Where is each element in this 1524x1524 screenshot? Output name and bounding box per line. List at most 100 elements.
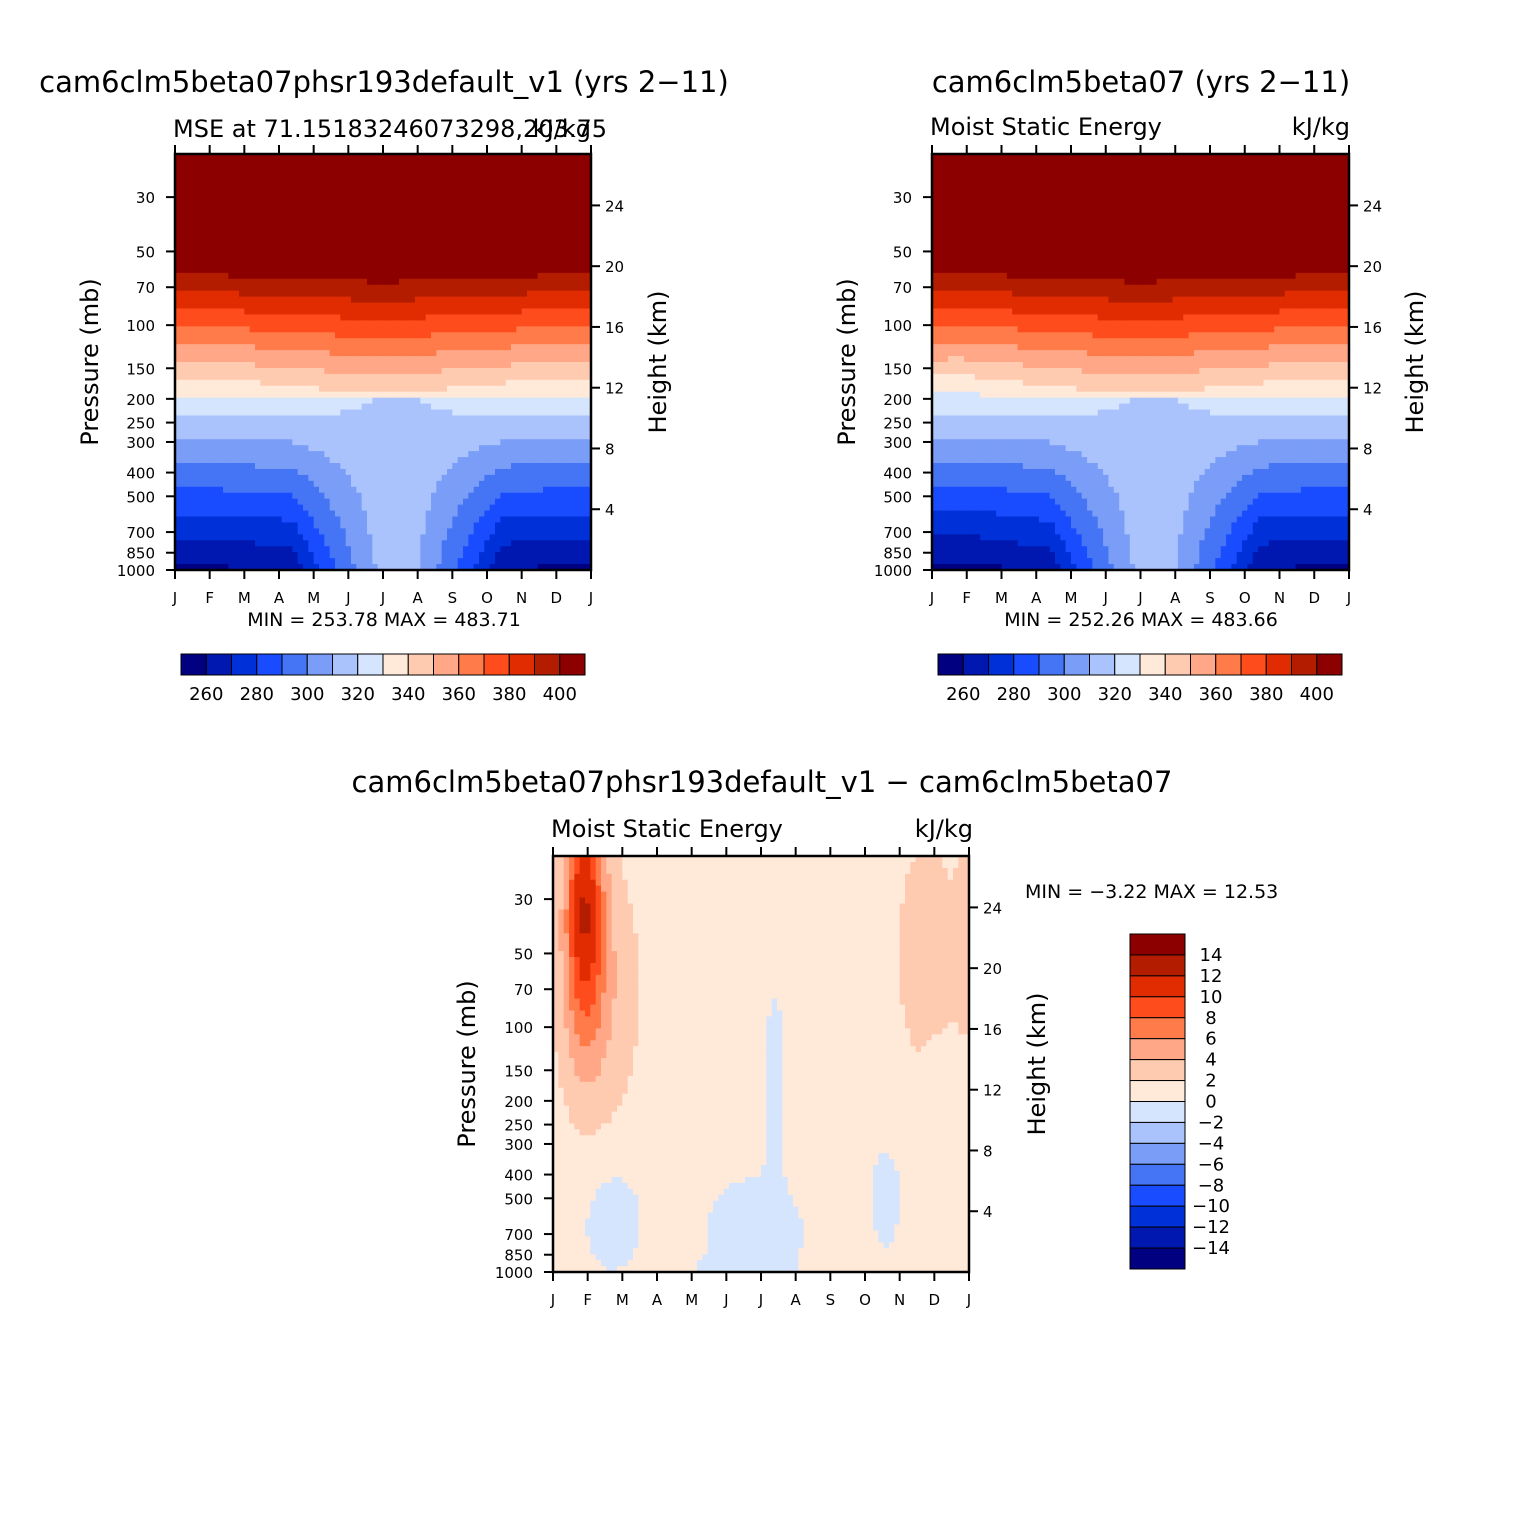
contour-cell — [260, 296, 267, 304]
contour-cell — [415, 183, 421, 191]
contour-cell — [249, 249, 256, 256]
contour-cell — [244, 302, 251, 310]
contour-cell — [527, 498, 533, 506]
contour-cell — [361, 403, 368, 411]
contour-cell — [463, 165, 469, 173]
contour-cell — [436, 397, 443, 405]
contour-cell — [196, 439, 203, 446]
contour-cell — [463, 207, 469, 215]
contour-cell — [335, 379, 341, 387]
contour-cell — [244, 486, 251, 494]
contour-cell — [324, 439, 331, 446]
contour-cell — [372, 207, 379, 215]
contour-cell — [180, 391, 187, 399]
contour-cell — [399, 356, 405, 363]
contour-cell — [489, 468, 496, 476]
contour-cell — [548, 468, 555, 476]
contour-cell — [415, 362, 421, 369]
contour-cell — [313, 255, 320, 262]
contour-cell — [281, 516, 288, 524]
contour-cell — [580, 272, 587, 280]
contour-cell — [505, 379, 512, 387]
contour-cell — [201, 528, 208, 535]
contour-cell — [521, 154, 528, 161]
contour-cell — [505, 213, 512, 220]
contour-cell — [191, 439, 197, 446]
contour-cell — [276, 314, 283, 321]
contour-cell — [532, 284, 539, 292]
contour-cell — [260, 272, 267, 280]
contour-cell — [228, 249, 235, 256]
contour-cell — [521, 255, 528, 262]
contour-cell — [543, 451, 549, 458]
contour-cell — [185, 320, 192, 327]
contour-cell — [276, 397, 283, 405]
contour-cell — [340, 154, 347, 161]
contour-cell — [559, 391, 565, 399]
contour-cell — [175, 474, 181, 482]
contour-cell — [521, 332, 528, 339]
contour-cell — [356, 320, 363, 327]
contour-cell — [404, 373, 411, 381]
contour-cell — [537, 415, 544, 423]
contour-cell — [489, 195, 496, 203]
contour-cell — [425, 480, 432, 488]
contour-cell — [361, 326, 368, 333]
contour-cell — [457, 225, 464, 232]
contour-cell — [271, 344, 277, 351]
contour-cell — [420, 177, 427, 185]
contour-cell — [329, 474, 336, 482]
contour-cell — [372, 528, 379, 535]
contour-cell — [265, 373, 272, 381]
contour-cell — [473, 474, 480, 482]
contour-cell — [516, 522, 523, 529]
contour-cell — [527, 350, 533, 357]
contour-cell — [356, 177, 363, 185]
contour-cell — [521, 284, 528, 292]
contour-cell — [564, 266, 571, 274]
contour-cell — [489, 522, 496, 529]
contour-cell — [265, 207, 272, 215]
contour-cell — [372, 314, 379, 321]
contour-cell — [372, 249, 379, 256]
contour-cell — [559, 207, 565, 215]
contour-cell — [335, 522, 341, 529]
contour-cell — [425, 231, 432, 238]
contour-cell — [351, 421, 357, 428]
contour-cell — [308, 171, 315, 179]
contour-cell — [404, 439, 411, 446]
contour-cell — [335, 433, 341, 440]
contour-cell — [585, 177, 591, 185]
contour-cell — [431, 278, 437, 286]
contour-cell — [521, 314, 528, 321]
contour-cell — [543, 266, 549, 274]
contour-cell — [372, 171, 379, 179]
contour-cell — [383, 272, 389, 280]
contour-cell — [415, 201, 421, 209]
contour-cell — [527, 522, 533, 529]
contour-cell — [324, 243, 331, 250]
contour-cell — [441, 237, 448, 244]
contour-cell — [260, 433, 267, 440]
contour-cell — [575, 272, 581, 280]
contour-cell — [228, 356, 235, 363]
contour-cell — [543, 243, 549, 250]
contour-cell — [383, 498, 389, 506]
contour-cell — [356, 433, 363, 440]
contour-cell — [223, 308, 229, 316]
contour-cell — [393, 463, 400, 470]
contour-cell — [409, 207, 416, 215]
contour-cell — [409, 457, 416, 464]
contour-cell — [559, 439, 565, 446]
contour-cell — [180, 362, 187, 369]
contour-cell — [484, 504, 491, 512]
contour-cell — [543, 409, 549, 417]
contour-cell — [185, 189, 192, 197]
contour-cell — [383, 397, 389, 405]
contour-cell — [297, 183, 304, 191]
contour-cell — [207, 403, 213, 411]
contour-cell — [484, 225, 491, 232]
contour-cell — [516, 260, 523, 268]
contour-cell — [415, 516, 421, 524]
